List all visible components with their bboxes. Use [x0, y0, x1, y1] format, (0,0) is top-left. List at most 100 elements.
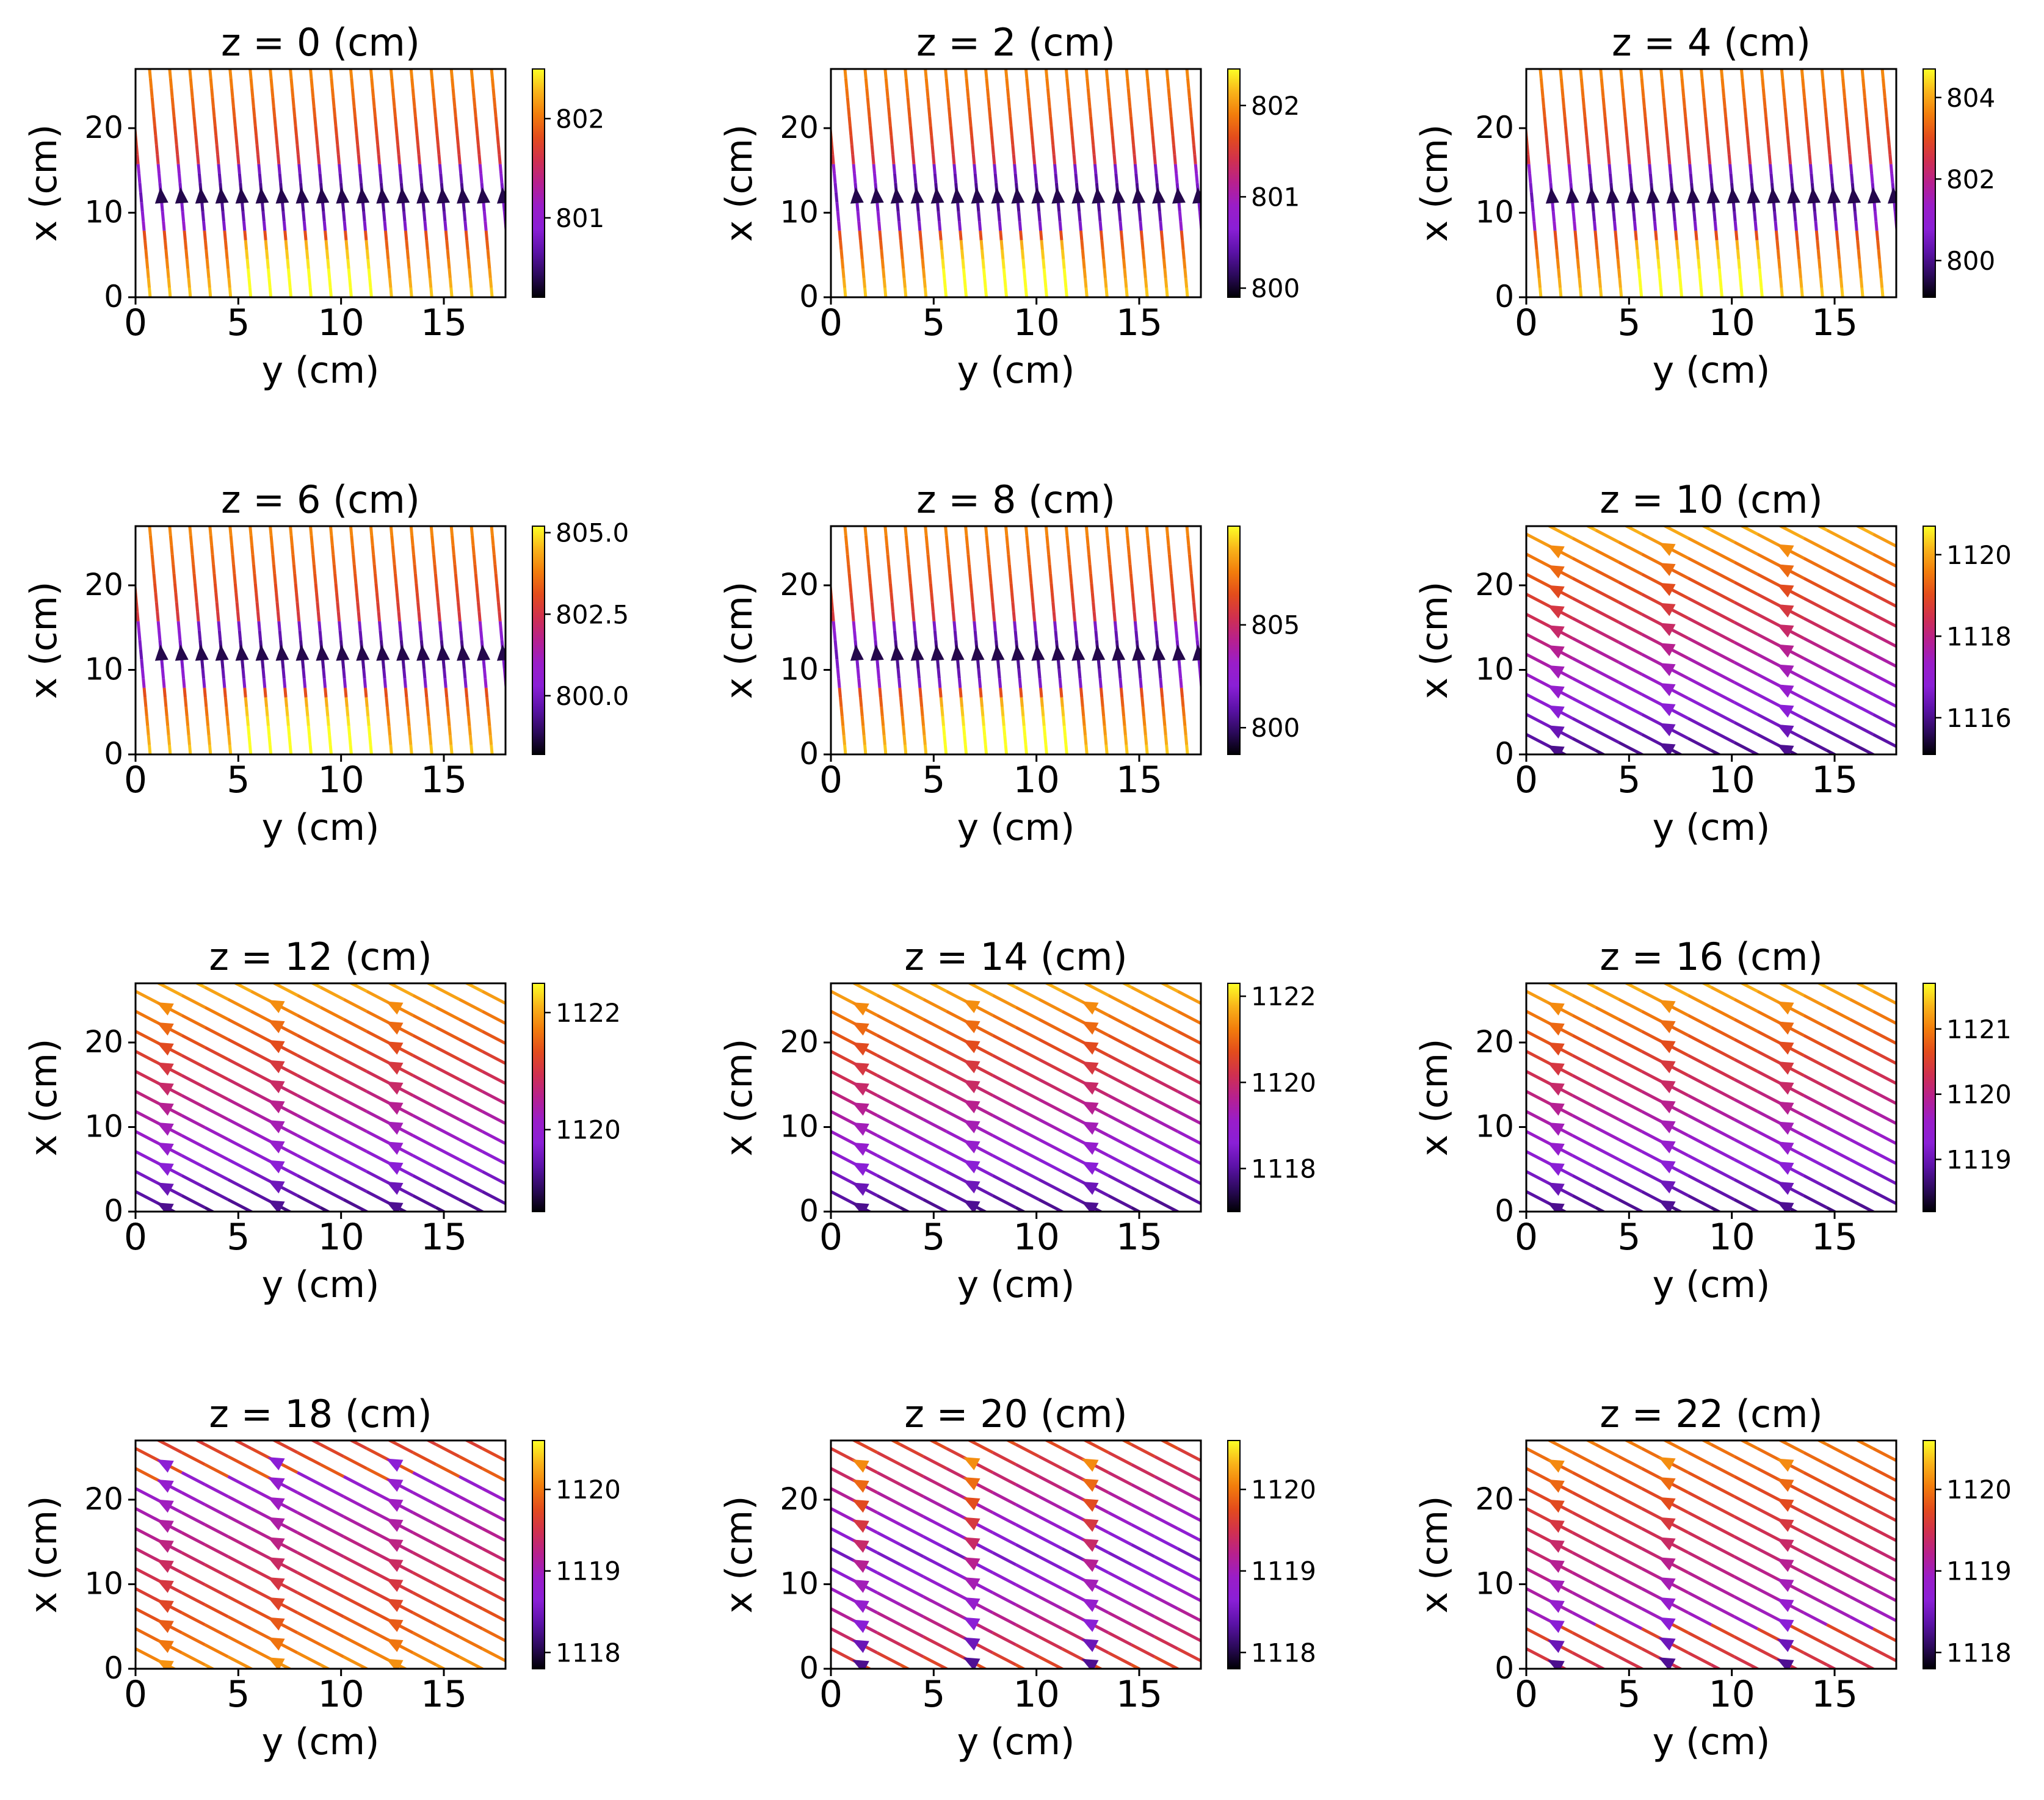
streamline-segment	[357, 612, 361, 622]
x-axis-label: y (cm)	[1653, 806, 1770, 849]
streamline-segment	[1849, 1118, 1874, 1133]
streamline-segment	[390, 1761, 413, 1773]
streamline-segment	[1092, 145, 1096, 155]
streamline-segment	[251, 911, 274, 923]
streamline-segment	[1595, 649, 1620, 664]
streamline-segment	[372, 107, 377, 117]
streamline-segment	[1893, 201, 1896, 212]
streamline-segment	[481, 1447, 506, 1462]
streamline-segment	[1215, 612, 1216, 621]
streamline-segment	[1548, 173, 1553, 184]
streamline-segment	[1832, 201, 1836, 212]
streamline-segment	[462, 659, 466, 669]
streamline-segment	[131, 545, 132, 555]
streamline-segment	[1840, 69, 1845, 79]
streamline-segment	[342, 1118, 368, 1133]
streamline-segment	[435, 1046, 460, 1061]
streamline-segment	[1756, 1150, 1781, 1165]
streamline-arrow	[156, 1499, 174, 1513]
streamline-segment	[965, 87, 970, 98]
streamline-segment	[1016, 907, 1039, 919]
streamline-segment	[228, 899, 252, 911]
streamline-segment	[1173, 621, 1178, 631]
streamline-segment	[1849, 1098, 1874, 1113]
streamline-segment	[876, 1551, 901, 1566]
streamline-segment	[1158, 668, 1162, 679]
streamline-segment	[412, 1194, 437, 1209]
streamline-segment	[1618, 721, 1643, 736]
streamline-segment	[1178, 1312, 1201, 1324]
streamline-arrow	[195, 644, 209, 661]
streamline-segment	[1546, 154, 1551, 165]
streamline-segment	[482, 1252, 506, 1264]
streamline-segment	[255, 135, 259, 145]
streamline-segment	[1532, 221, 1537, 231]
axes-frame	[1525, 525, 1897, 756]
streamline-segment	[835, 201, 839, 212]
streamline-segment	[181, 1194, 206, 1209]
streamline-arrow	[156, 1042, 174, 1056]
streamline-segment	[390, 1304, 413, 1316]
streamline-segment	[1850, 862, 1873, 875]
y-tick-label: 20	[780, 110, 819, 145]
streamline-segment	[227, 1535, 252, 1550]
streamline-segment	[495, 126, 499, 136]
streamline-arrow	[1787, 187, 1801, 204]
streamline-segment	[1015, 1166, 1040, 1181]
streamline-arrow	[267, 1457, 285, 1470]
streamline-segment	[1850, 823, 1873, 835]
streamline-segment	[482, 1789, 506, 1800]
streamline-segment	[1084, 735, 1088, 745]
streamline-segment	[1150, 583, 1154, 593]
streamline-segment	[1015, 1503, 1040, 1518]
streamline-segment	[1710, 1086, 1736, 1101]
streamline-segment	[136, 602, 139, 612]
streamline-arrow	[963, 1060, 980, 1074]
streamline-arrow	[386, 1599, 404, 1612]
streamline-segment	[1166, 78, 1170, 89]
subplot-title: z = 2 (cm)	[916, 20, 1115, 65]
streamline-segment	[300, 201, 305, 212]
streamline-segment	[1540, 87, 1545, 98]
streamline-segment	[459, 1260, 482, 1272]
streamline-segment	[1007, 564, 1012, 574]
streamline-segment	[1595, 249, 1600, 259]
streamline-segment	[1098, 678, 1103, 689]
streamline-segment	[142, 230, 147, 240]
streamline-segment	[1804, 839, 1827, 851]
streamline-segment	[436, 1268, 459, 1280]
streamline-segment	[1618, 287, 1623, 297]
streamline-segment	[393, 107, 397, 117]
streamline-segment	[136, 1487, 160, 1502]
streamline-segment	[869, 135, 874, 145]
streamline-segment	[352, 554, 356, 565]
streamline-segment	[1584, 983, 1596, 989]
streamline-segment	[1176, 1050, 1201, 1065]
streamline-segment	[225, 259, 230, 269]
streamline-segment	[1827, 831, 1850, 843]
streamline-segment	[1092, 602, 1096, 612]
streamline-segment	[251, 1709, 274, 1721]
streamline-segment	[412, 1094, 437, 1109]
streamline-segment	[1154, 1320, 1178, 1332]
subplot-title: z = 12 (cm)	[209, 934, 432, 979]
x-tick-label: 5	[922, 759, 945, 801]
streamline-segment	[181, 1491, 206, 1506]
streamline-arrow	[477, 187, 490, 204]
x-tick-label: 10	[1708, 302, 1755, 344]
streamline-segment	[1218, 650, 1219, 660]
streamline-segment	[1836, 249, 1841, 259]
streamline-segment	[318, 173, 323, 184]
streamline-segment	[308, 745, 313, 754]
y-tick-label: 20	[780, 1024, 819, 1060]
streamline-segment	[944, 78, 949, 89]
streamline-segment	[948, 116, 952, 126]
streamline-segment	[1176, 1567, 1201, 1582]
streamline-segment	[1619, 879, 1642, 891]
streamline-segment	[876, 1611, 901, 1627]
streamline-segment	[1154, 1495, 1179, 1510]
streamline-segment	[904, 69, 908, 79]
streamline-segment	[336, 612, 341, 622]
streamline-segment	[306, 269, 311, 279]
streamline-segment	[1821, 78, 1825, 89]
